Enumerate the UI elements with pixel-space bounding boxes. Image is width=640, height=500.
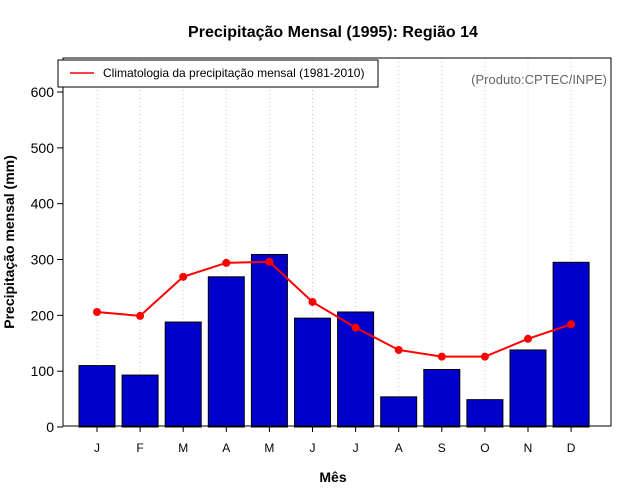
x-tick-label: A	[222, 441, 230, 455]
x-tick-label: J	[94, 441, 100, 455]
climatology-point	[308, 297, 317, 306]
climatology-point	[222, 258, 231, 267]
y-tick-label: 500	[31, 140, 55, 156]
x-tick-label: O	[480, 441, 489, 455]
y-tick-label: 300	[31, 252, 55, 268]
bar	[380, 396, 418, 428]
y-axis: 0 100 200 300 400 500 600	[31, 84, 63, 435]
bar	[552, 261, 590, 428]
climatology-line	[96, 260, 572, 358]
legend-label: Climatologia da precipitação mensal (198…	[103, 66, 364, 80]
climatology-point	[480, 352, 489, 361]
y-tick-label: 400	[31, 196, 55, 212]
y-tick-label: 100	[31, 363, 55, 379]
bar	[121, 374, 159, 428]
x-tick-label: F	[136, 441, 143, 455]
x-axis-label: Mês	[319, 469, 346, 485]
credit-annotation: (Produto:CPTEC/INPE)	[471, 72, 607, 87]
bar	[250, 253, 288, 428]
legend-box	[57, 59, 379, 88]
climatology-point	[93, 307, 101, 316]
x-tick-label: N	[524, 441, 533, 455]
climatology-point	[394, 345, 403, 354]
climatology-point	[136, 311, 145, 320]
bar	[466, 399, 504, 428]
climatology-point	[524, 334, 532, 343]
bar	[78, 365, 116, 428]
y-tick-label: 200	[31, 307, 55, 323]
bar	[164, 321, 202, 428]
bars-series	[78, 253, 590, 428]
x-tick-label: J	[310, 441, 316, 455]
climatology-point	[351, 323, 360, 332]
bar	[294, 317, 331, 428]
chart-title: Precipitação Mensal (1995): Região 14	[188, 24, 478, 41]
climatology-point	[179, 272, 188, 281]
y-tick-label: 0	[46, 419, 54, 435]
x-tick-label: S	[438, 441, 446, 455]
y-axis-label: Precipitação mensal (mm)	[1, 155, 17, 329]
legend: Climatologia da precipitação mensal (198…	[57, 59, 379, 88]
x-tick-label: A	[395, 441, 403, 455]
climatology-series	[93, 257, 576, 361]
x-tick-label: J	[353, 441, 359, 455]
bar	[207, 276, 245, 428]
y-tick-label: 600	[31, 84, 55, 100]
x-tick-label: D	[567, 441, 576, 455]
x-tick-label: M	[178, 441, 188, 455]
climatology-point	[437, 352, 446, 361]
bar	[423, 368, 461, 428]
climatology-point	[567, 320, 576, 329]
x-tick-label: M	[264, 441, 274, 455]
climatology-point	[265, 257, 274, 266]
grid-lines	[96, 58, 572, 426]
bar	[509, 349, 547, 428]
plot-frame	[62, 57, 612, 427]
